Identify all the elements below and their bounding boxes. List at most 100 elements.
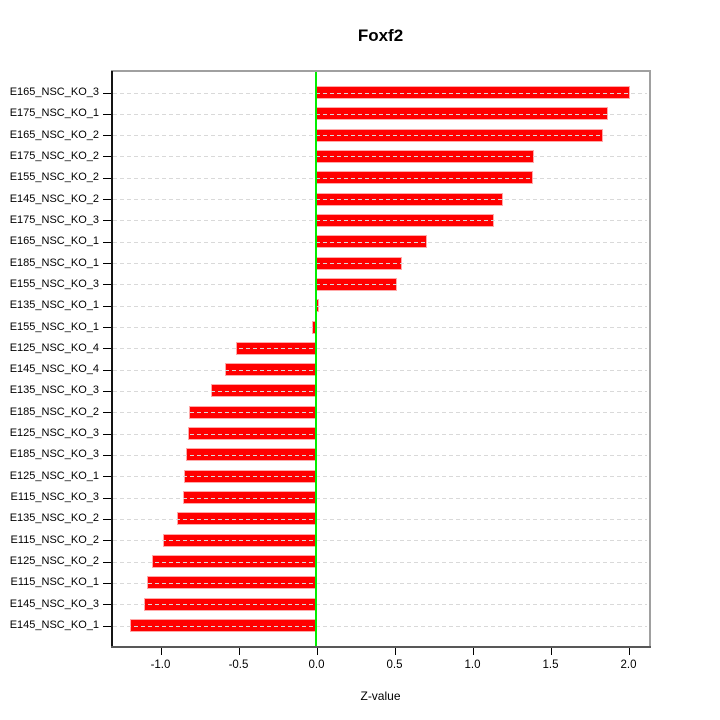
- y-tick: [103, 199, 112, 201]
- y-tick: [103, 327, 112, 329]
- gridline: [113, 199, 647, 201]
- y-axis-label: E165_NSC_KO_3: [9, 86, 99, 98]
- gridline: [113, 497, 647, 499]
- x-axis-title: Z-value: [360, 689, 401, 703]
- y-axis-label: E125_NSC_KO_3: [9, 427, 99, 440]
- y-axis-label: E145_NSC_KO_3: [9, 597, 99, 610]
- y-tick: [103, 518, 112, 520]
- x-tick-label: 2.0: [620, 659, 637, 671]
- gridline: [113, 412, 647, 414]
- y-axis-label: E155_NSC_KO_1: [9, 320, 99, 333]
- gridline: [113, 476, 647, 478]
- y-tick: [103, 625, 112, 627]
- y-tick: [103, 177, 112, 179]
- y-tick: [103, 220, 112, 222]
- gridline: [113, 135, 647, 137]
- gridline: [113, 92, 647, 94]
- plot-frame-top: [111, 70, 651, 72]
- gridline: [113, 369, 647, 371]
- y-axis-label: E185_NSC_KO_2: [9, 405, 99, 418]
- y-tick: [103, 604, 112, 606]
- zero-line: [315, 72, 317, 646]
- x-tick: [316, 648, 318, 655]
- y-tick: [103, 433, 112, 435]
- gridline: [113, 284, 647, 286]
- x-tick: [238, 648, 240, 655]
- y-axis-label: E155_NSC_KO_2: [9, 171, 99, 184]
- gridline: [113, 156, 647, 158]
- gridline: [113, 518, 647, 520]
- x-tick: [472, 648, 474, 655]
- gridline: [113, 263, 647, 265]
- y-axis-label: E175_NSC_KO_2: [9, 149, 99, 162]
- y-axis-label: E125_NSC_KO_1: [9, 469, 99, 482]
- y-tick: [103, 348, 112, 350]
- x-tick-label: -0.5: [228, 659, 249, 671]
- y-tick: [103, 284, 112, 286]
- plot-frame-bottom: [111, 646, 651, 648]
- y-axis-label: E125_NSC_KO_2: [9, 555, 99, 568]
- x-tick-label: 0.5: [386, 659, 403, 671]
- y-axis-line: [111, 71, 113, 646]
- y-tick: [103, 497, 112, 499]
- gridline: [113, 561, 647, 563]
- y-tick: [103, 263, 112, 265]
- gridline: [113, 113, 647, 115]
- y-axis-label: E145_NSC_KO_1: [9, 619, 99, 631]
- gridline: [113, 454, 647, 456]
- y-tick: [103, 412, 112, 414]
- x-tick-label: 1.5: [542, 659, 559, 671]
- gridline: [113, 604, 647, 606]
- gridline: [113, 327, 647, 329]
- gridline: [113, 433, 647, 435]
- y-axis-label: E115_NSC_KO_1: [10, 576, 99, 589]
- y-axis-label: E145_NSC_KO_2: [9, 192, 99, 205]
- gridline: [113, 220, 647, 222]
- gridline: [113, 177, 647, 179]
- y-axis-label: E175_NSC_KO_3: [9, 213, 99, 226]
- y-tick: [103, 305, 112, 307]
- y-tick: [103, 135, 112, 137]
- y-tick: [103, 582, 112, 584]
- y-tick: [103, 92, 112, 94]
- y-tick: [103, 390, 112, 392]
- y-axis-label: E165_NSC_KO_1: [9, 235, 99, 248]
- y-axis-label: E155_NSC_KO_3: [9, 277, 99, 290]
- x-tick: [160, 648, 162, 655]
- x-tick-label: 1.0: [464, 659, 481, 671]
- gridline: [113, 540, 647, 542]
- gridline: [113, 625, 647, 627]
- x-tick-label: 0.0: [308, 659, 325, 671]
- y-axis-label: E135_NSC_KO_3: [9, 384, 99, 397]
- x-tick: [550, 648, 552, 655]
- x-tick: [628, 648, 630, 655]
- y-axis-label: E115_NSC_KO_2: [10, 533, 99, 546]
- y-tick: [103, 241, 112, 243]
- y-tick: [103, 454, 112, 456]
- gridline: [113, 390, 647, 392]
- y-axis-label: E115_NSC_KO_3: [10, 491, 99, 504]
- y-tick: [103, 476, 112, 478]
- x-tick: [394, 648, 396, 655]
- y-axis-label: E185_NSC_KO_3: [9, 448, 99, 461]
- y-tick: [103, 369, 112, 371]
- y-tick: [103, 113, 112, 115]
- y-tick: [103, 156, 112, 158]
- gridline: [113, 348, 647, 350]
- y-axis-label: E135_NSC_KO_1: [9, 299, 99, 312]
- y-axis-label: E125_NSC_KO_4: [9, 341, 99, 354]
- y-axis-label: E185_NSC_KO_1: [9, 256, 99, 269]
- y-axis-label: E135_NSC_KO_2: [9, 512, 99, 525]
- y-tick: [103, 540, 112, 542]
- chart-title: Foxf2: [357, 26, 404, 45]
- y-tick: [103, 561, 112, 563]
- gridline: [113, 241, 647, 243]
- y-axis-label: E175_NSC_KO_1: [9, 107, 99, 120]
- plot-frame-right: [649, 70, 651, 648]
- gridline: [113, 582, 647, 584]
- y-axis-label: E145_NSC_KO_4: [9, 363, 99, 376]
- y-axis-label: E165_NSC_KO_2: [9, 128, 99, 141]
- x-tick-label: -1.0: [150, 659, 171, 671]
- gridline: [113, 305, 647, 307]
